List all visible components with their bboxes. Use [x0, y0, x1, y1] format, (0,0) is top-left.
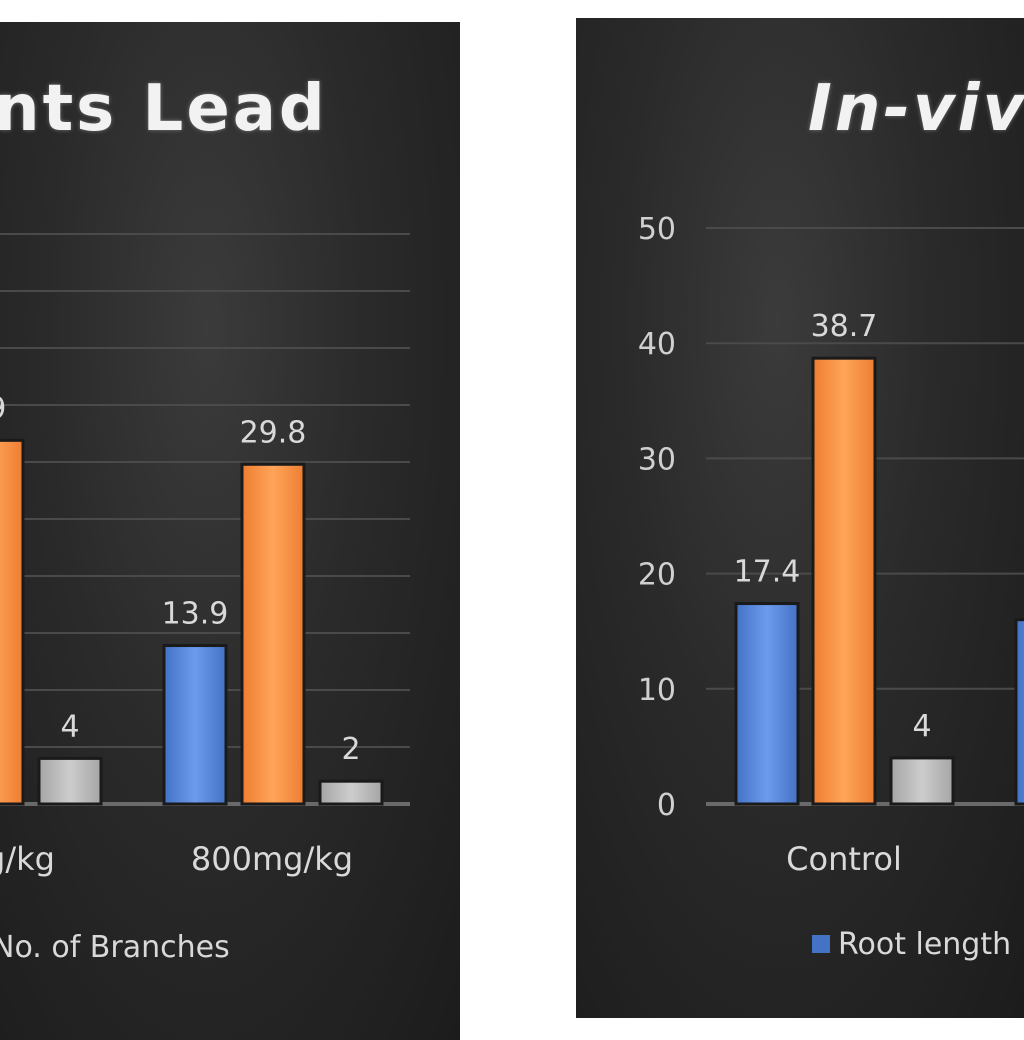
- left-data-label: 29.8: [240, 415, 307, 450]
- left-data-label: 13.9: [162, 597, 229, 632]
- left-category-label: 800mg/kg: [191, 840, 353, 878]
- right-bar: [889, 756, 955, 806]
- left-chart-title: nts Lead: [0, 72, 328, 146]
- right-y-tick-label: 40: [638, 327, 676, 362]
- left-bar: [0, 438, 25, 806]
- right-bar: [811, 356, 877, 806]
- left-data-label: .9: [0, 391, 6, 426]
- left-data-label: 2: [341, 732, 360, 767]
- right-y-tick-label: 0: [657, 788, 676, 823]
- right-bar: [1014, 618, 1024, 806]
- legend-label-branches: No. of Branches: [0, 930, 230, 965]
- left-bar: [318, 779, 384, 806]
- right-chart-panel: In-vivo 0 10 20 30 40 50 17.4 38.7 4 Control 1 Roo…: [576, 18, 1024, 1018]
- right-data-label: 17.4: [734, 555, 801, 590]
- right-y-tick-label: 50: [638, 212, 676, 247]
- right-y-tick-label: 20: [638, 558, 676, 593]
- right-bar: [734, 602, 800, 806]
- legend-item-root-length: Root length: [812, 927, 1011, 962]
- right-y-tick-label: 30: [638, 442, 676, 477]
- right-bar-chart: 0 10 20 30 40 50 17.4 38.7 4 Control 1: [638, 212, 1024, 878]
- left-data-label: 4: [60, 709, 79, 744]
- legend-label-root-length: Root length: [838, 926, 1012, 962]
- legend-item-branches: No. of Branches: [0, 930, 230, 965]
- right-chart-title: In-vivo: [808, 72, 1024, 146]
- right-y-tick-label: 10: [638, 673, 676, 708]
- right-chart-legend: Root length: [812, 926, 1011, 962]
- left-category-label: g/kg: [0, 840, 55, 878]
- right-data-label: 4: [912, 709, 931, 744]
- left-chart-legend: No. of Branches: [0, 930, 230, 965]
- left-bar-chart: .9 4 g/kg 13.9 29.8 2 800mg/kg: [0, 233, 410, 878]
- right-category-label: Control: [786, 840, 902, 878]
- legend-swatch-root-length: [812, 935, 830, 953]
- left-bar: [240, 462, 306, 806]
- right-data-label: 1: [1022, 571, 1024, 606]
- left-bar: [162, 644, 228, 806]
- right-data-label: 38.7: [811, 309, 878, 344]
- left-bar: [37, 756, 103, 806]
- left-chart-panel: nts Lead .9 4 g/kg 13.9 29.8 2 800mg/kg No. of…: [0, 22, 460, 1040]
